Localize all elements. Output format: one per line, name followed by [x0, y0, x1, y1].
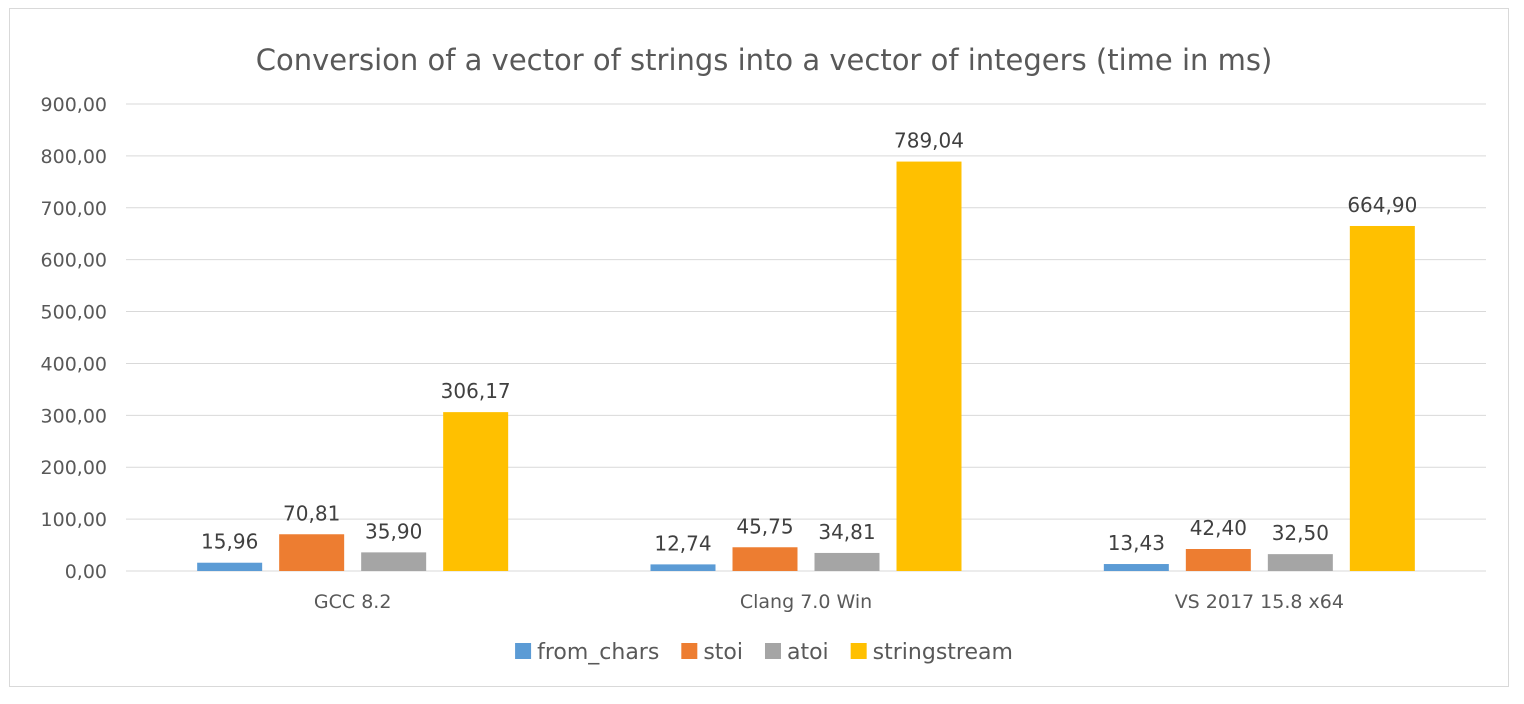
bar-stoi: [1185, 548, 1251, 571]
legend-label: stoi: [703, 640, 743, 665]
data-label: 35,90: [365, 519, 422, 543]
legend-swatch-atoi: [764, 643, 781, 659]
bar-stringstream: [896, 161, 962, 571]
data-label: 45,75: [736, 514, 793, 538]
data-label: 70,81: [283, 501, 340, 525]
chart-frame: [9, 8, 1509, 687]
y-axis-tick-labels: 0,00 100,00 200,00 300,00 400,00 500,00 600,00…: [41, 94, 107, 583]
bar-from-chars: [1103, 564, 1169, 571]
data-label: 789,04: [894, 129, 964, 153]
y-tick-label: 400,00: [41, 353, 107, 375]
y-tick-label: 100,00: [41, 509, 107, 531]
bar-from-chars: [197, 562, 263, 571]
data-label: 34,81: [818, 520, 875, 544]
legend-swatch-stoi: [681, 643, 698, 659]
y-tick-label: 0,00: [65, 561, 107, 583]
bar-atoi: [814, 552, 880, 571]
bar-atoi: [361, 552, 427, 571]
data-label: 42,40: [1190, 516, 1247, 540]
data-label: 12,74: [654, 531, 711, 555]
y-tick-label: 300,00: [41, 405, 107, 427]
chart-title: Conversion of a vector of strings into a…: [256, 43, 1273, 77]
y-tick-label: 200,00: [41, 457, 107, 479]
legend-label: from_chars: [537, 640, 659, 665]
grid-lines: [126, 103, 1486, 572]
data-label: 306,17: [441, 379, 511, 403]
data-label: 32,50: [1272, 521, 1329, 545]
y-tick-label: 600,00: [41, 250, 107, 272]
data-label: 664,90: [1347, 193, 1417, 217]
bar-from-chars: [650, 564, 716, 571]
category-labels: GCC 8.2 Clang 7.0 Win VS 2017 15.8 x64: [314, 591, 1344, 613]
bar-atoi: [1267, 554, 1333, 571]
legend-label: stringstream: [873, 640, 1013, 665]
bar-stringstream: [1349, 225, 1415, 571]
category-label: VS 2017 15.8 x64: [1175, 591, 1344, 613]
y-tick-label: 700,00: [41, 198, 107, 220]
bar-stoi: [279, 534, 345, 571]
legend-label: atoi: [787, 640, 829, 665]
bars: [197, 161, 1415, 571]
data-labels: 15,96 70,81 35,90 306,17 12,74 45,75 34,81 789,…: [201, 129, 1417, 556]
legend-swatch-from-chars: [515, 643, 532, 659]
data-label: 13,43: [1108, 531, 1165, 555]
bar-stoi: [732, 547, 798, 571]
y-tick-label: 800,00: [41, 146, 107, 168]
legend: from_chars stoi atoi stringstream: [515, 640, 1013, 665]
y-tick-label: 900,00: [41, 94, 107, 116]
bar-stringstream: [443, 412, 509, 571]
data-label: 15,96: [201, 530, 258, 554]
category-label: Clang 7.0 Win: [740, 591, 872, 613]
y-tick-label: 500,00: [41, 302, 107, 324]
legend-swatch-stringstream: [850, 643, 867, 659]
category-label: GCC 8.2: [314, 591, 392, 613]
